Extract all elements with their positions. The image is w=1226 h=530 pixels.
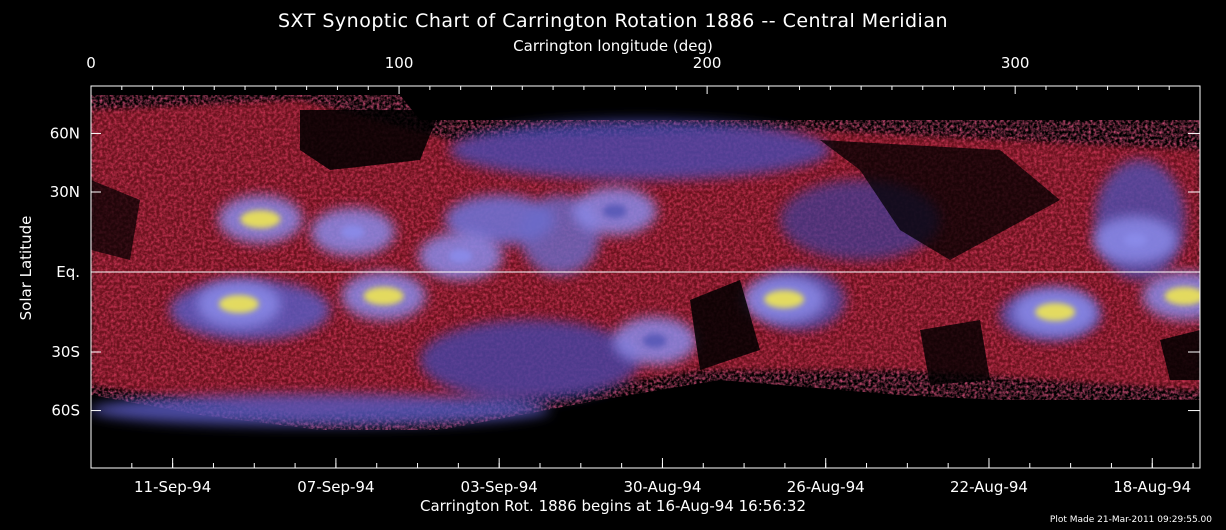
lat-tick-label: Eq.	[56, 263, 80, 281]
date-tick-label: 26-Aug-94	[787, 478, 865, 496]
top-axis-label: Carrington longitude (deg)	[513, 37, 713, 55]
plot-made-timestamp: Plot Made 21-Mar-2011 09:29:55.00	[1049, 515, 1212, 525]
date-tick-label: 07-Sep-94	[297, 478, 374, 496]
solar-map-image	[91, 86, 1200, 468]
lat-tick-label: 30S	[51, 343, 80, 361]
axes: 0 100 200 300 60N 30N Eq. 30S 60S 11-Sep-94 07-Sep…	[50, 54, 1200, 496]
active-region	[340, 225, 365, 239]
active-region	[602, 204, 627, 219]
active-region	[1164, 287, 1200, 305]
active-region	[1035, 303, 1076, 321]
top-tick-label: 0	[86, 54, 96, 72]
date-tick-label: 11-Sep-94	[134, 478, 211, 496]
active-region	[764, 290, 805, 309]
active-region	[642, 333, 667, 348]
lat-tick-label: 60N	[50, 124, 80, 142]
chart-title: SXT Synoptic Chart of Carrington Rotatio…	[277, 10, 949, 32]
active-region	[448, 249, 473, 263]
date-tick-label: 22-Aug-94	[950, 478, 1028, 496]
active-regions-layer	[196, 187, 1200, 365]
date-tick-label: 30-Aug-94	[623, 478, 701, 496]
y-axis-label: Solar Latitude	[17, 215, 35, 321]
active-region	[240, 210, 281, 229]
coronal-holes	[91, 110, 1200, 385]
date-tick-label: 03-Sep-94	[461, 478, 538, 496]
lat-tick-label: 60S	[51, 402, 80, 420]
top-tick-label: 300	[1001, 54, 1030, 72]
top-tick-label: 100	[385, 54, 414, 72]
date-tick-label: 18-Aug-94	[1113, 478, 1191, 496]
active-region	[218, 295, 259, 313]
active-region	[363, 287, 404, 305]
lat-tick-label: 30N	[50, 183, 80, 201]
active-region	[1123, 233, 1148, 247]
bottom-caption: Carrington Rot. 1886 begins at 16-Aug-94…	[419, 497, 806, 515]
top-tick-label: 200	[693, 54, 722, 72]
